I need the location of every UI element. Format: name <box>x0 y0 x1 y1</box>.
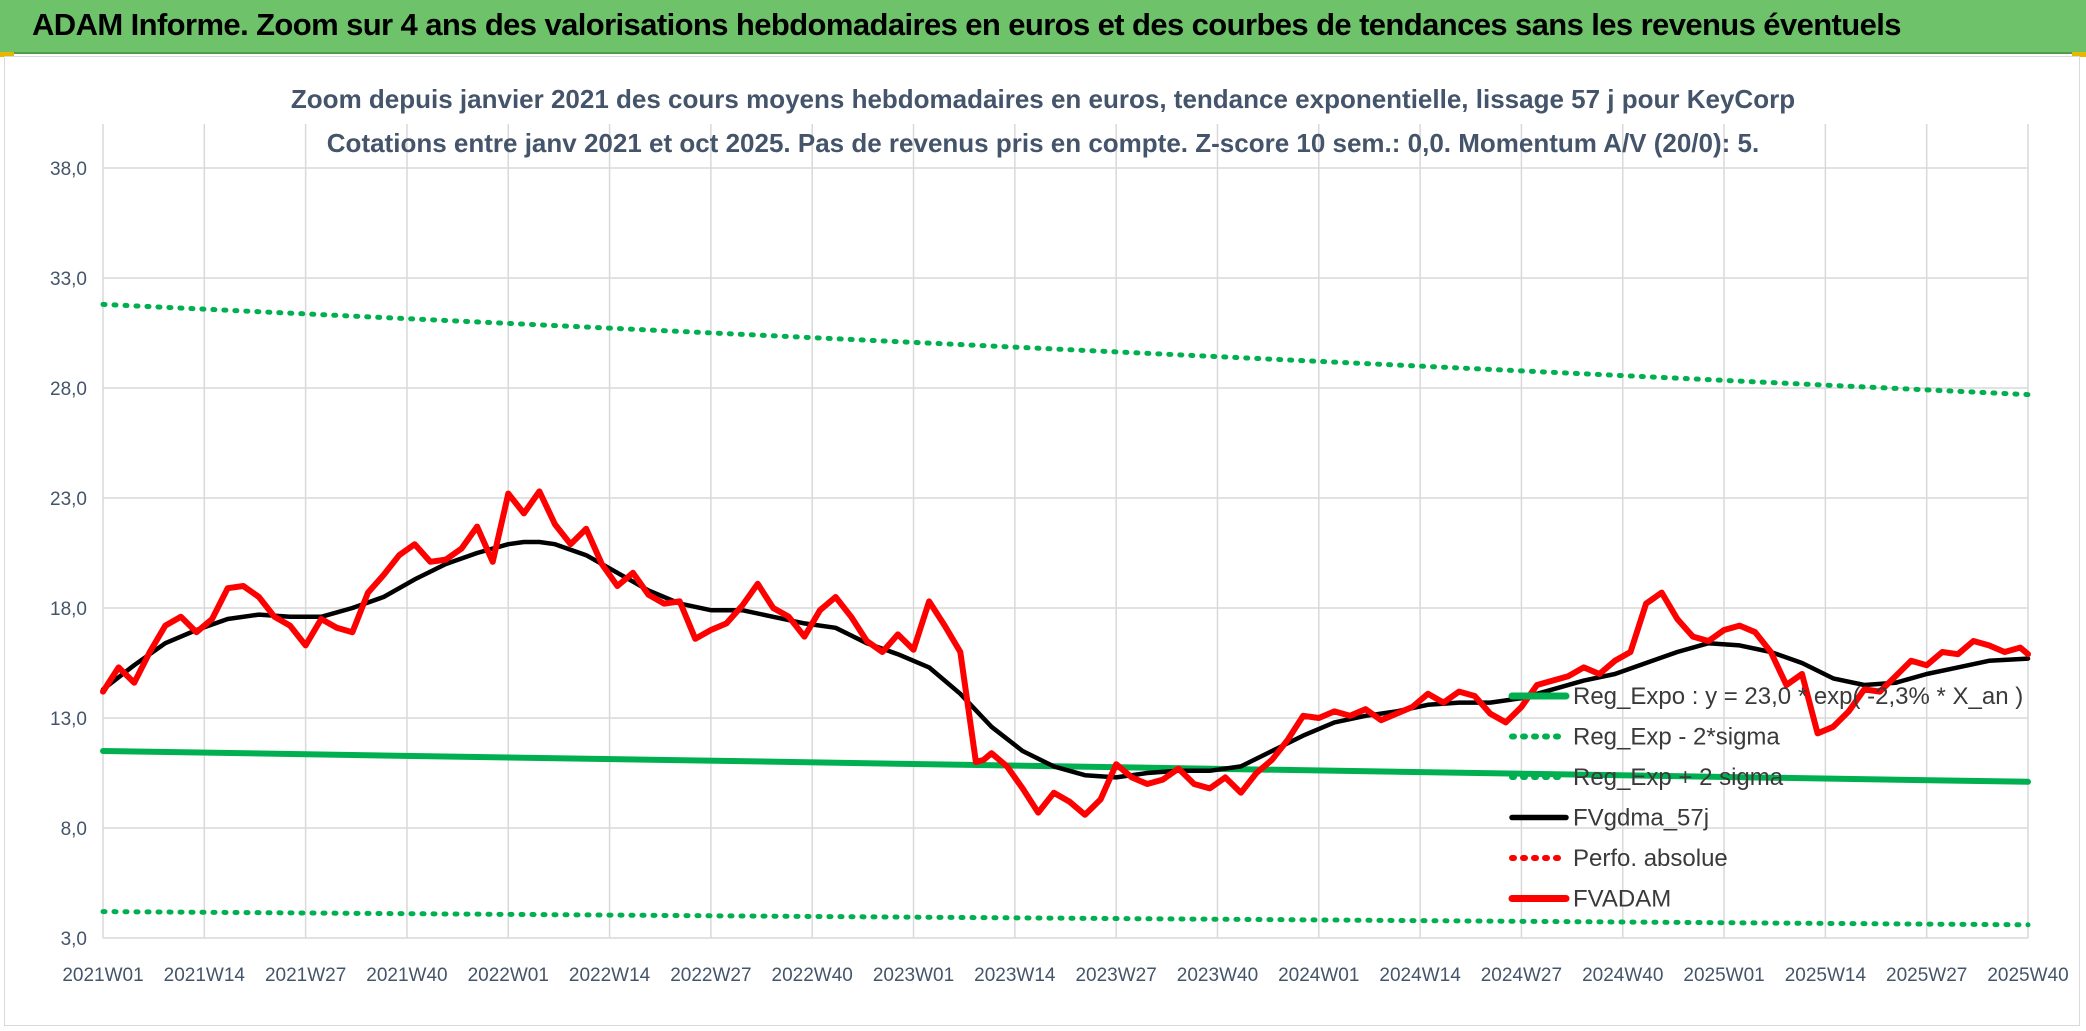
chart-title: Zoom depuis janvier 2021 des cours moyen… <box>291 84 1795 114</box>
y-tick-label: 28,0 <box>50 379 87 400</box>
series-line-5 <box>100 488 2031 818</box>
x-tick-label: 2023W27 <box>1075 965 1156 986</box>
x-tick-label: 2025W01 <box>1683 965 1764 986</box>
x-tick-label: 2025W27 <box>1886 965 1967 986</box>
series-line-1 <box>100 909 2031 928</box>
x-tick-label: 2022W27 <box>670 965 751 986</box>
y-tick-label: 18,0 <box>50 599 87 620</box>
gridlines <box>102 124 2029 939</box>
x-tick-label: 2022W40 <box>772 965 853 986</box>
legend-label-5: FVADAM <box>1573 886 1671 913</box>
x-tick-label: 2022W01 <box>468 965 549 986</box>
legend-label-0: Reg_Expo : y = 23,0 * exp( -2,3% * X_an … <box>1573 683 2023 710</box>
x-tick-label: 2024W14 <box>1379 965 1461 986</box>
x-tick-label: 2021W01 <box>62 965 143 986</box>
y-tick-label: 23,0 <box>50 489 87 510</box>
x-tick-label: 2024W01 <box>1278 965 1359 986</box>
series-line-2 <box>100 301 2031 398</box>
series-lines <box>100 301 2031 928</box>
x-tick-label: 2023W40 <box>1177 965 1258 986</box>
report-title: ADAM Informe. Zoom sur 4 ans des valoris… <box>32 7 1902 42</box>
x-axis-ticks: 2021W01 2021W14 2021W27 2021W40 2022W01 2022W… <box>62 965 2068 986</box>
legend-label-1: Reg_Exp - 2*sigma <box>1573 724 1780 751</box>
y-tick-label: 38,0 <box>50 159 87 180</box>
legend-label-3: FVgdma_57j <box>1573 805 1709 832</box>
y-tick-label: 8,0 <box>61 819 87 840</box>
y-tick-label: 3,0 <box>61 929 87 950</box>
series-line-0 <box>100 748 2031 785</box>
y-tick-label: 13,0 <box>50 709 87 730</box>
banner-accent-right <box>2072 52 2086 57</box>
x-tick-label: 2021W14 <box>164 965 246 986</box>
y-axis-ticks: 3,0 8,0 13,0 18,0 23,0 28,0 33,0 38,0 <box>50 159 87 950</box>
x-tick-label: 2025W40 <box>1987 965 2068 986</box>
x-tick-label: 2025W14 <box>1785 965 1867 986</box>
x-tick-label: 2022W14 <box>569 965 651 986</box>
x-tick-label: 2024W27 <box>1481 965 1562 986</box>
x-tick-label: 2023W14 <box>974 965 1056 986</box>
banner-accent-left <box>0 52 14 57</box>
legend-label-4: Perfo. absolue <box>1573 845 1728 872</box>
chart-subtitle: Cotations entre janv 2021 et oct 2025. P… <box>327 128 1759 158</box>
x-tick-label: 2021W27 <box>265 965 346 986</box>
chart-frame <box>4 56 2080 1026</box>
legend: Reg_Expo : y = 23,0 * exp( -2,3% * X_an … <box>1508 683 2023 913</box>
report-banner: ADAM Informe. Zoom sur 4 ans des valoris… <box>0 0 2086 54</box>
x-tick-label: 2024W40 <box>1582 965 1663 986</box>
series-line-3 <box>100 539 2031 780</box>
legend-label-2: Reg_Exp + 2 sigma <box>1573 764 1784 791</box>
x-tick-label: 2023W01 <box>873 965 954 986</box>
y-tick-label: 33,0 <box>50 269 87 290</box>
x-tick-label: 2021W40 <box>366 965 447 986</box>
